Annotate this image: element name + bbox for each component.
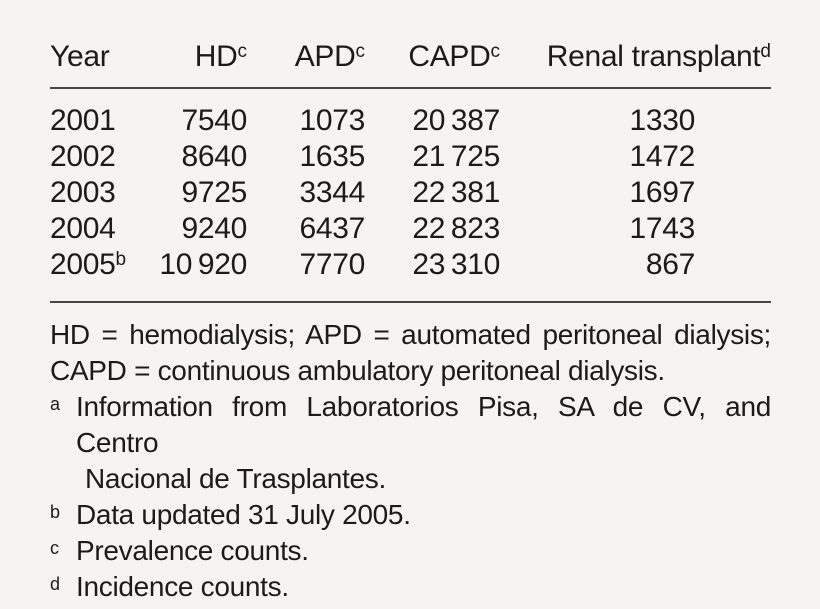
column-header-apd: APDc — [247, 40, 365, 74]
footnote-line: HD = hemodialysis; APD = automated perit… — [50, 319, 771, 350]
cell-renal-transplant: 1330 — [629, 104, 695, 137]
column-header-label: CAPD — [408, 40, 491, 73]
cell-hd: 10 920 — [159, 248, 247, 281]
table-row-2001: 2001 7540 1073 20 387 1330 — [50, 103, 771, 139]
table-row-2004: 2004 9240 6437 22 823 1743 — [50, 211, 771, 247]
cell-capd: 22 381 — [412, 176, 500, 209]
column-header-capd: CAPDc — [365, 40, 500, 74]
footnote-line: CAPD = continuous ambulatory peritoneal … — [50, 355, 665, 386]
column-header-year: Year — [50, 40, 152, 74]
table-header-row: Year HDc APDc CAPDc Renal transplantd — [50, 40, 771, 74]
year-value: 2001 — [50, 104, 116, 137]
column-header-label: Year — [50, 40, 110, 73]
footnote-a-marker: a — [50, 394, 60, 414]
column-header-superscript: c — [355, 41, 366, 62]
cell-renal-transplant: 1697 — [629, 176, 695, 209]
year-value: 2003 — [50, 176, 116, 209]
column-header-hd: HDc — [152, 40, 247, 74]
cell-capd: 20 387 — [412, 104, 500, 137]
footnote-c: c Prevalence counts. — [50, 533, 771, 569]
cell-hd: 8640 — [181, 140, 247, 173]
cell-apd: 1635 — [299, 140, 365, 173]
cell-renal-transplant: 867 — [645, 248, 695, 281]
column-header-superscript: c — [490, 41, 501, 62]
cell-hd: 7540 — [181, 104, 247, 137]
table-rule-top — [50, 87, 771, 89]
column-header-renal-transplant: Renal transplantd — [500, 40, 771, 74]
cell-capd: 22 823 — [412, 212, 500, 245]
footnote-line: Data updated 31 July 2005. — [76, 499, 411, 530]
footnote-abbreviations: HD = hemodialysis; APD = automated perit… — [50, 317, 771, 389]
cell-renal-transplant: 1743 — [629, 212, 695, 245]
cell-renal-transplant: 1472 — [629, 140, 695, 173]
table-content: Year HDc APDc CAPDc Renal transplantd 20… — [50, 0, 771, 605]
cell-capd: 21 725 — [412, 140, 500, 173]
cell-year: 2001 — [50, 103, 152, 139]
year-value: 2005 — [50, 248, 116, 281]
table-row-2002: 2002 8640 1635 21 725 1472 — [50, 139, 771, 175]
footnote-line: Nacional de Trasplantes. — [85, 463, 386, 494]
year-value: 2002 — [50, 140, 116, 173]
footnote-c-marker: c — [50, 538, 59, 558]
table-row-2003: 2003 9725 3344 22 381 1697 — [50, 175, 771, 211]
cell-apd: 6437 — [299, 212, 365, 245]
year-value: 2004 — [50, 212, 116, 245]
column-header-label: HD — [194, 40, 238, 73]
column-header-label: APD — [294, 40, 356, 73]
footnote-line: Prevalence counts. — [76, 535, 309, 566]
cell-apd: 7770 — [299, 248, 365, 281]
column-header-superscript: c — [237, 41, 248, 62]
column-header-superscript: d — [760, 41, 771, 62]
cell-capd: 23 310 — [412, 248, 500, 281]
table-rule-bottom — [50, 301, 771, 303]
cell-year: 2003 — [50, 175, 152, 211]
column-header-label: Renal transplant — [546, 40, 761, 73]
cell-hd: 9240 — [181, 212, 247, 245]
footnote-d: d Incidence counts. — [50, 569, 771, 605]
footnote-b: b Data updated 31 July 2005. — [50, 497, 771, 533]
cell-apd: 3344 — [299, 176, 365, 209]
table-row-2005: 2005b 10 920 7770 23 310 867 — [50, 247, 771, 283]
cell-year: 2005b — [50, 247, 152, 283]
table-body: 2001 7540 1073 20 387 1330 2002 8640 163… — [50, 89, 771, 283]
cell-year: 2004 — [50, 211, 152, 247]
footnote-line: Incidence counts. — [76, 571, 289, 602]
footnote-a: a Information from Laboratorios Pisa, SA… — [50, 389, 771, 497]
footnote-d-marker: d — [50, 574, 60, 594]
cell-apd: 1073 — [299, 104, 365, 137]
year-superscript: b — [115, 249, 127, 270]
cell-year: 2002 — [50, 139, 152, 175]
footnote-line: Information from Laboratorios Pisa, SA d… — [76, 391, 771, 458]
cell-hd: 9725 — [181, 176, 247, 209]
footnotes: HD = hemodialysis; APD = automated perit… — [50, 303, 771, 605]
footnote-b-marker: b — [50, 502, 60, 522]
